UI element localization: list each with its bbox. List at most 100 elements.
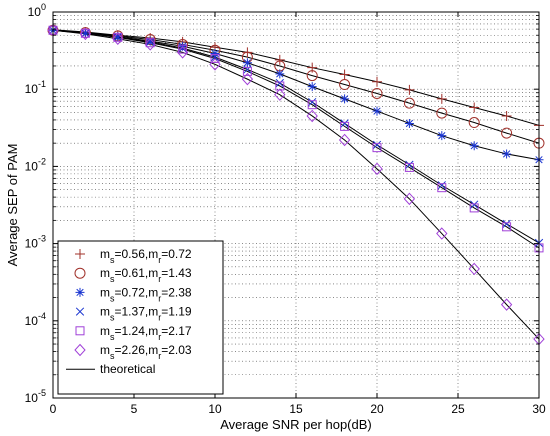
legend-label-5: ms=1.24,mr=2.17 [100,324,192,342]
data-point [241,72,254,86]
data-point [144,38,156,51]
data-point [405,160,414,169]
theory-curve-2 [52,29,540,144]
data-point [79,27,92,41]
data-point [339,79,351,91]
legend-marker-2 [74,267,86,279]
series-6-markers [47,24,545,346]
data-point [339,69,350,80]
data-point [113,33,122,42]
legend-label-4: ms=1.37,mr=1.19 [100,305,192,323]
theory-curve-1 [52,29,540,126]
legend-box [57,240,224,395]
legend-marker-1 [75,249,85,259]
data-point [404,118,414,128]
theory-curve-6 [52,29,540,340]
data-point [436,227,448,240]
data-point [436,93,447,104]
legend: ms=0.56,mr=0.72ms=0.61,mr=1.43ms=0.72,mr… [57,240,224,395]
data-point [340,94,350,104]
data-point [307,100,317,110]
data-point [209,58,221,71]
legend-label-1: ms=0.56,mr=0.72 [100,247,192,265]
data-point [501,127,513,139]
data-point [437,131,447,141]
y-axis-label: Average SEP of PAM [5,144,20,267]
data-point [436,107,448,119]
y-tick-label: 10-4 [25,311,46,328]
legend-label-3: ms=0.72,mr=2.38 [100,285,192,303]
x-tick-label: 25 [451,402,465,416]
data-point [176,46,189,59]
data-point [275,78,284,88]
data-point [372,106,382,116]
x-tick-labels: 0 5 10 15 20 25 30 [50,402,546,416]
data-point [372,143,382,153]
data-point [146,37,155,47]
data-point [274,54,285,65]
y-tick-label: 100 [28,2,46,19]
theory-curve-3 [52,29,540,161]
data-point [470,200,479,209]
x-tick-label: 5 [131,402,138,416]
x-tick-label: 30 [532,402,546,416]
legend-marker-4 [75,307,85,316]
data-point [437,181,446,190]
data-point [500,298,513,311]
legend-marker-5 [75,326,85,336]
x-tick-label: 15 [289,402,303,416]
legend-theory-label: theoretical [100,362,155,376]
data-point [469,102,480,113]
data-point [403,97,415,109]
data-point [404,84,415,95]
data-point [468,117,480,129]
data-point [468,262,480,276]
legend-marker-3 [75,287,85,297]
data-point [274,88,286,101]
y-tick-label: 10-1 [25,79,46,96]
legend-label-6: ms=2.26,mr=2.03 [100,343,192,361]
data-point [210,49,220,59]
data-point [502,219,511,229]
data-point [340,119,349,128]
data-point [242,66,252,76]
x-tick-label: 20 [370,402,384,416]
y-tick-label: 10-3 [25,234,46,251]
data-point [338,133,351,147]
data-point [404,162,414,172]
data-point [340,121,350,131]
data-point [469,203,479,213]
data-point [145,36,155,46]
data-point [242,58,252,68]
y-tick-labels: 100 10-1 10-2 10-3 10-4 10-5 [25,2,46,405]
data-point [210,53,220,63]
x-axis-label: Average SNR per hop(dB) [220,417,372,432]
data-point [178,44,188,54]
y-tick-label: 10-2 [25,156,46,173]
data-point [469,141,479,151]
data-markers [47,24,545,346]
data-point [403,192,416,206]
data-point [371,87,383,99]
data-point [502,149,512,159]
series-5-markers [48,25,544,253]
data-point [112,32,124,46]
data-point [502,222,512,232]
data-point [307,82,317,92]
legend-label-2: ms=0.61,mr=1.43 [100,266,192,284]
axis-ticks [52,11,540,399]
x-tick-label: 10 [208,402,222,416]
data-point [306,109,318,123]
theory-curves [52,29,540,340]
data-point [501,110,512,121]
theory-curve-5 [52,29,540,249]
y-tick-label: 10-5 [25,388,46,405]
x-tick-label: 0 [50,402,57,416]
data-point [437,183,447,193]
legend-marker-6 [74,343,86,357]
data-point [308,97,317,107]
data-point [372,140,382,150]
data-point [275,69,285,79]
data-point [306,70,318,82]
